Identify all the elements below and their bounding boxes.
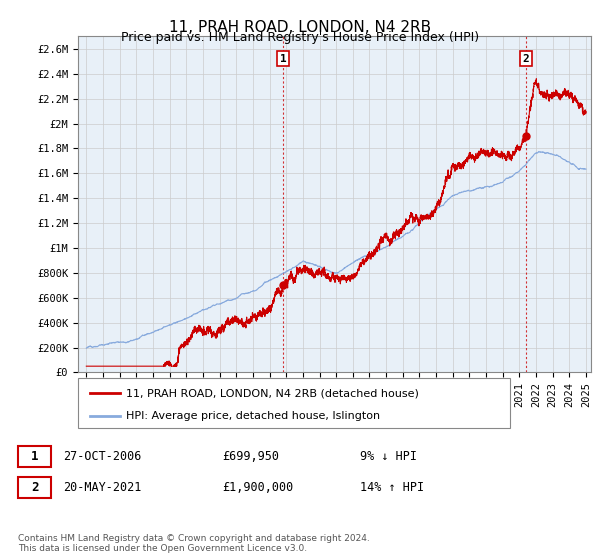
Text: 11, PRAH ROAD, LONDON, N4 2RB: 11, PRAH ROAD, LONDON, N4 2RB: [169, 20, 431, 35]
Text: 9% ↓ HPI: 9% ↓ HPI: [360, 450, 417, 463]
Text: 11, PRAH ROAD, LONDON, N4 2RB (detached house): 11, PRAH ROAD, LONDON, N4 2RB (detached …: [126, 388, 419, 398]
Text: HPI: Average price, detached house, Islington: HPI: Average price, detached house, Isli…: [126, 411, 380, 421]
Text: 2: 2: [523, 54, 529, 63]
Text: 1: 1: [280, 54, 287, 63]
Text: Contains HM Land Registry data © Crown copyright and database right 2024.
This d: Contains HM Land Registry data © Crown c…: [18, 534, 370, 553]
Text: 20-MAY-2021: 20-MAY-2021: [63, 480, 142, 494]
Text: 2: 2: [31, 480, 38, 494]
Text: Price paid vs. HM Land Registry's House Price Index (HPI): Price paid vs. HM Land Registry's House …: [121, 31, 479, 44]
Text: 14% ↑ HPI: 14% ↑ HPI: [360, 480, 424, 494]
Text: 1: 1: [31, 450, 38, 463]
Text: 27-OCT-2006: 27-OCT-2006: [63, 450, 142, 463]
Text: £1,900,000: £1,900,000: [222, 480, 293, 494]
Text: £699,950: £699,950: [222, 450, 279, 463]
